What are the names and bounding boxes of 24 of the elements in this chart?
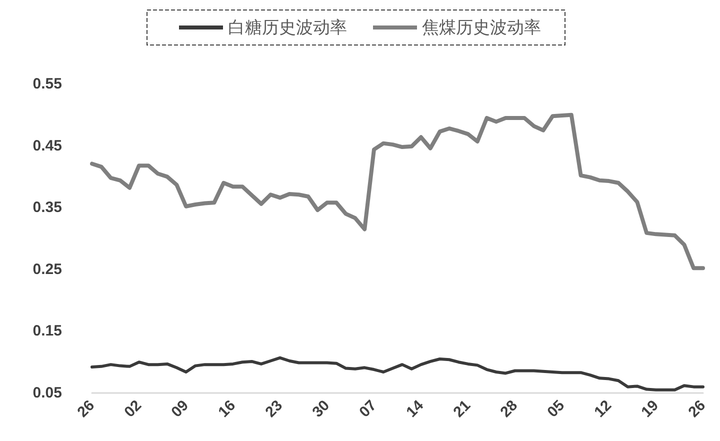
x-tick-label: 23	[262, 396, 286, 421]
x-tick-label: 21	[450, 396, 474, 421]
line-series	[90, 112, 705, 270]
x-tick-label: 26	[685, 396, 710, 421]
y-tick-label: 0.15	[32, 322, 62, 340]
x-tick-label: 09	[168, 396, 192, 421]
x-tick-label: 14	[403, 396, 428, 421]
x-tick-label: 19	[638, 396, 662, 421]
x-tick-label: 28	[497, 396, 522, 421]
x-tick-label: 26	[74, 396, 98, 421]
x-tick-label: 30	[309, 396, 334, 421]
x-tick-label: 02	[121, 396, 146, 421]
legend-label: 白糖历史波动率	[228, 18, 347, 37]
x-tick-label: 07	[356, 396, 380, 421]
x-tick-label: 16	[215, 396, 240, 421]
line-series	[90, 356, 704, 392]
y-tick-label: 0.45	[32, 137, 62, 154]
y-tick-label: 0.35	[32, 199, 62, 216]
legend-label: 焦煤历史波动率	[422, 18, 541, 37]
y-tick-label: 0.55	[32, 76, 62, 92]
y-tick-label: 0.05	[32, 384, 62, 402]
x-tick-label: 05	[544, 396, 568, 421]
y-tick-label: 0.25	[32, 260, 62, 278]
x-tick-label: 12	[591, 396, 616, 421]
